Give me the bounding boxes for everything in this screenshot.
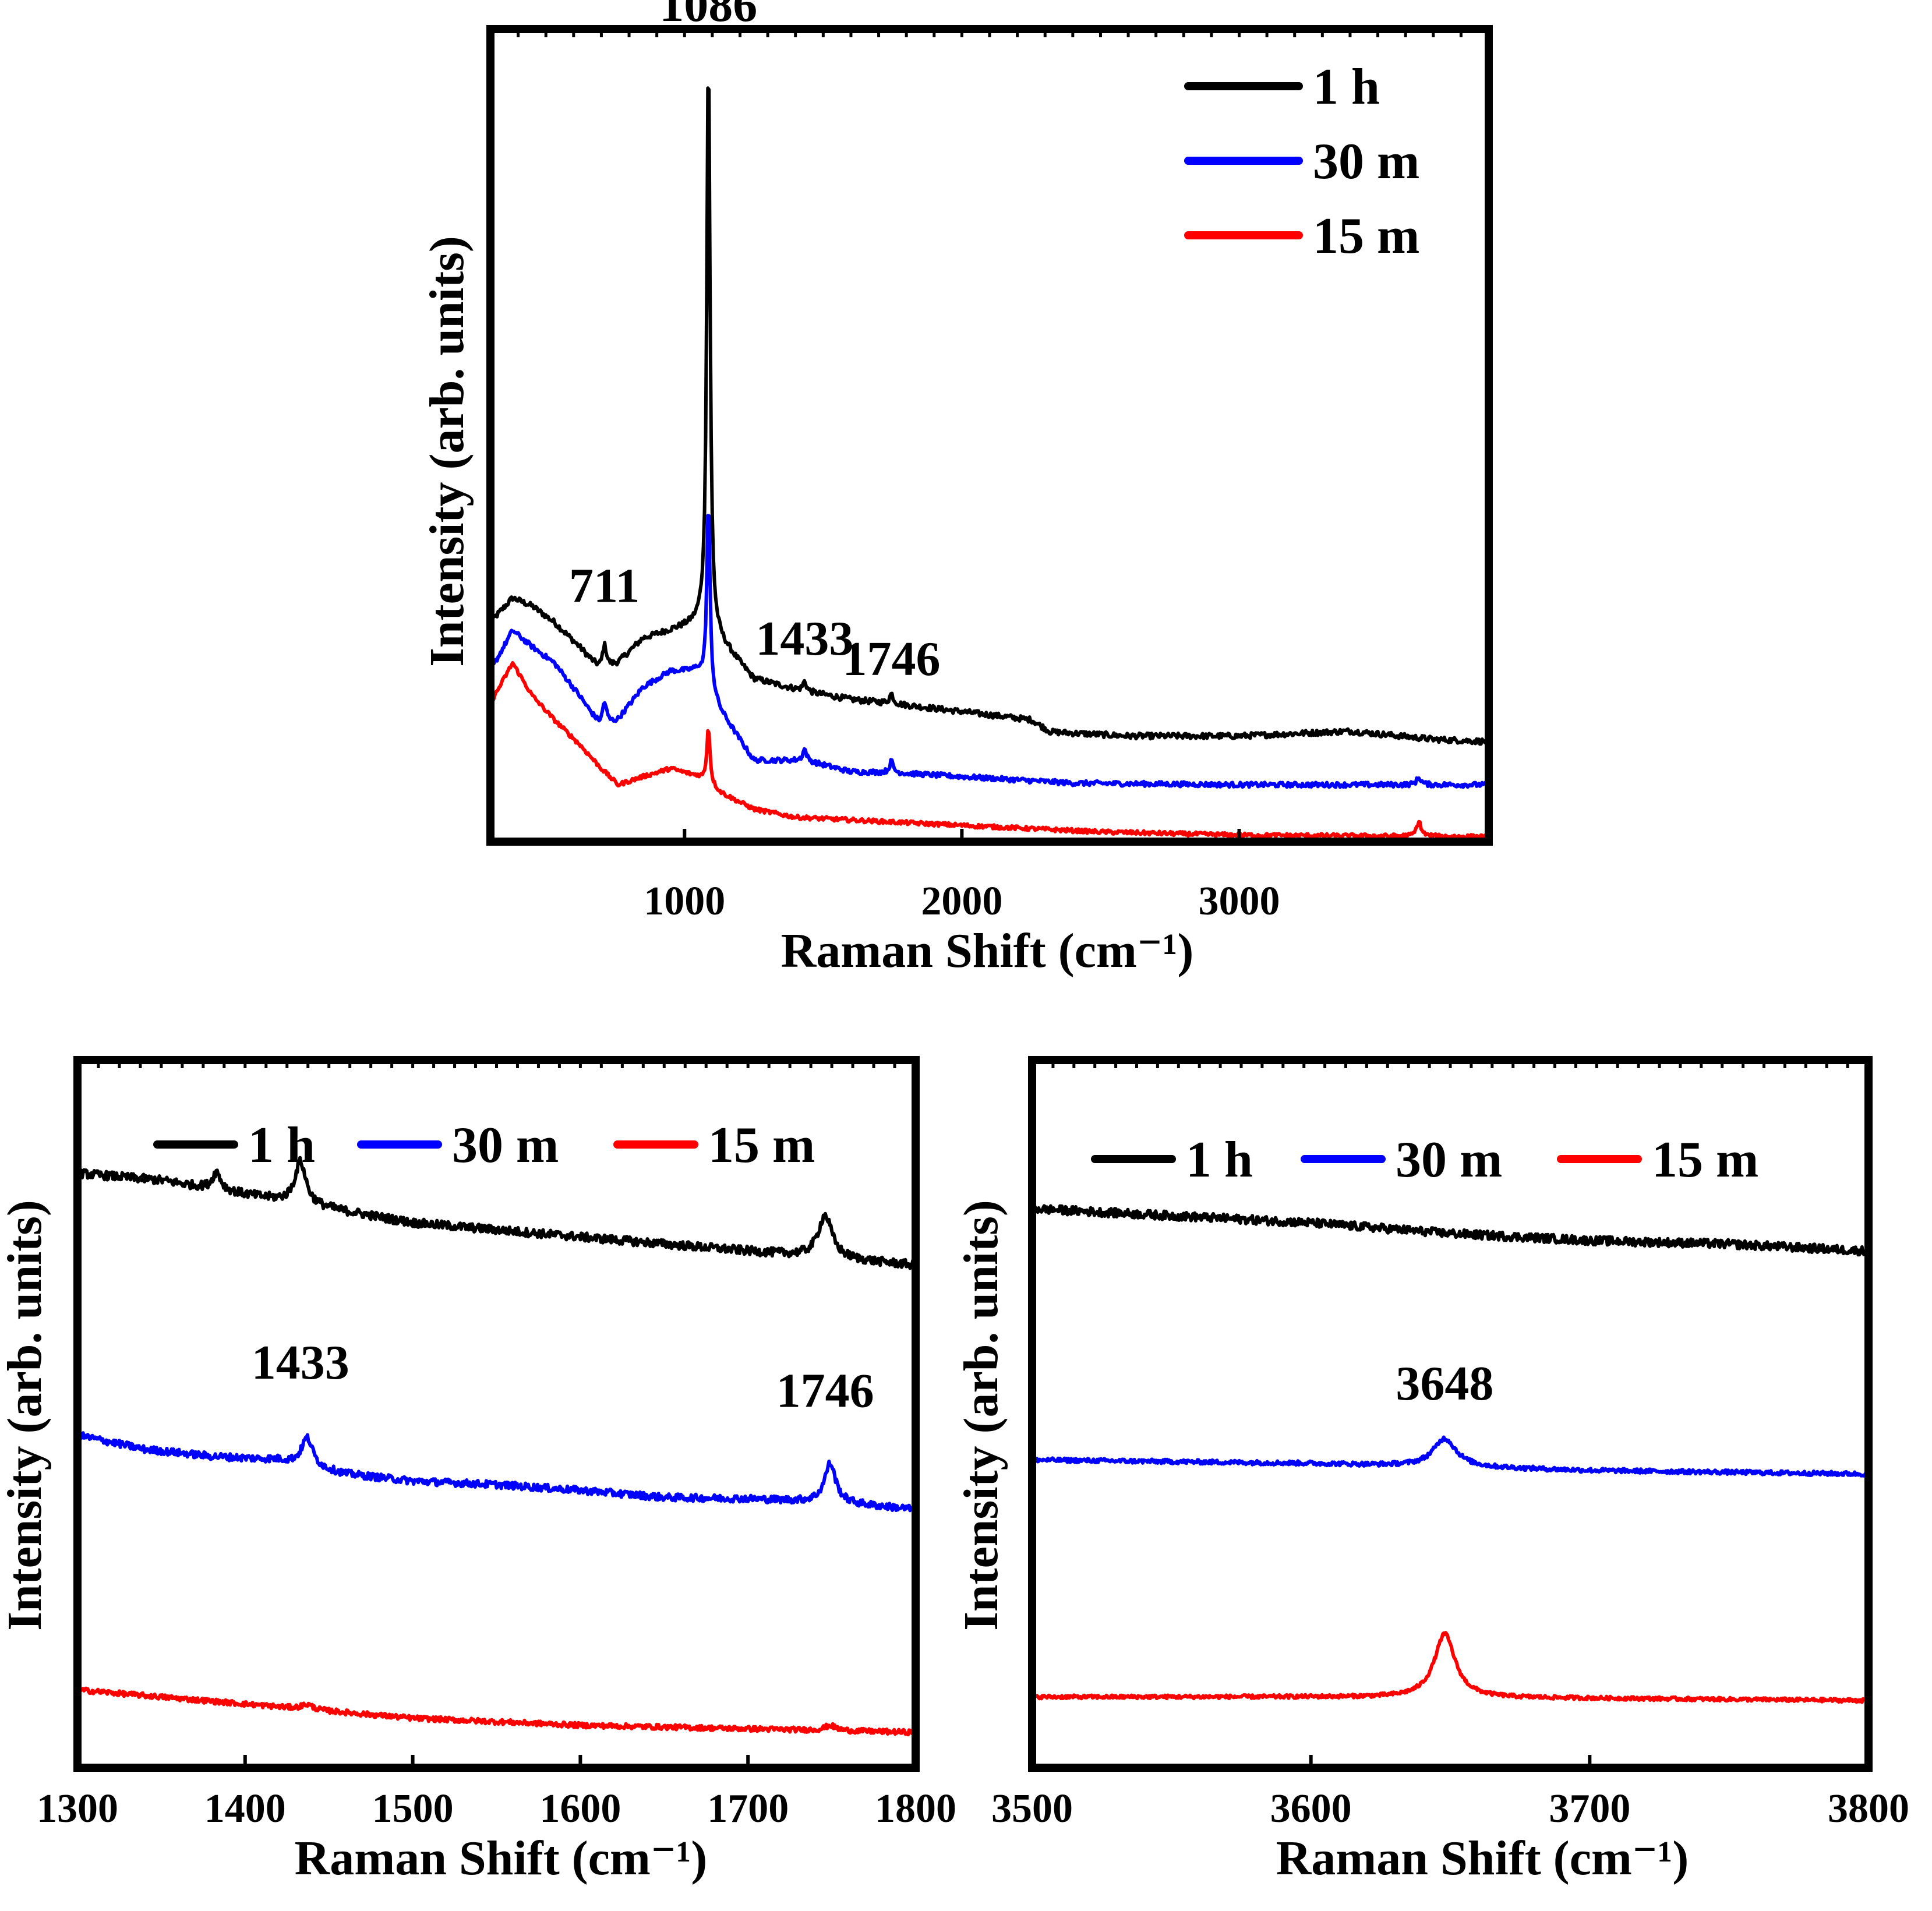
chart-panel-zoom-1300-1800: 1300 1400 1500 1600 1700 1800 Raman Shift (cm⁻…	[0, 1056, 956, 1885]
x-tick-label: 3800	[1828, 1786, 1909, 1831]
legend-label: 30 m	[1396, 1132, 1502, 1188]
x-tick-label: 3000	[1199, 879, 1280, 924]
x-tick-label: 1500	[372, 1786, 454, 1831]
legend-label: 1 h	[1313, 59, 1380, 115]
peak-annotation: 3648	[1396, 1357, 1493, 1411]
chart-panel-zoom-3500-3800: 3500 3600 3700 3800 Raman Shift (cm⁻¹) Intens…	[954, 1056, 1909, 1885]
series-line-1h	[1032, 1204, 1869, 1257]
series-line-15m	[490, 660, 1489, 840]
x-tick-label: 3600	[1270, 1786, 1352, 1831]
legend-label: 15 m	[708, 1117, 815, 1174]
legend: 1 h 30 m 15 m	[1091, 1132, 1758, 1188]
legend-label: 30 m	[1313, 133, 1419, 190]
x-tick-label: 3700	[1549, 1786, 1630, 1831]
y-axis-title: Intensity (arb. units)	[0, 1200, 52, 1631]
legend-label: 1 h	[248, 1117, 315, 1174]
x-tick-label: 1000	[644, 879, 725, 924]
x-axis-title: Raman Shift (cm⁻¹)	[295, 1831, 708, 1885]
y-axis-title: Intensity (arb. units)	[954, 1200, 1008, 1631]
series-line-1h	[490, 86, 1489, 746]
legend-label: 15 m	[1652, 1132, 1758, 1188]
x-tick-label: 3500	[991, 1786, 1073, 1831]
x-axis-title: Raman Shift (cm⁻¹)	[781, 924, 1194, 978]
peak-annotation: 1746	[776, 1364, 874, 1418]
y-axis-title: Intensity (arb. units)	[420, 236, 474, 667]
peak-annotation: 1433	[755, 612, 853, 666]
peak-annotation: 711	[569, 559, 640, 613]
legend: 1 h 30 m 15 m	[1184, 59, 1419, 264]
x-tick-label: 2000	[921, 879, 1002, 924]
x-tick-label: 1300	[37, 1786, 118, 1831]
peak-annotation: 1433	[252, 1336, 349, 1390]
legend-label: 15 m	[1313, 208, 1419, 264]
legend-label: 1 h	[1186, 1132, 1253, 1188]
series-line-30m	[77, 1431, 916, 1513]
series-line-15m	[77, 1686, 916, 1737]
series-line-1h	[77, 1156, 916, 1270]
x-tick-label: 1700	[707, 1786, 789, 1831]
series-line-15m	[1032, 1631, 1869, 1704]
x-tick-label: 1400	[204, 1786, 286, 1831]
peak-annotation: 1746	[842, 632, 940, 686]
x-axis-title: Raman Shift (cm⁻¹)	[1276, 1831, 1689, 1885]
legend-label: 30 m	[452, 1117, 559, 1174]
peak-annotation: 1086	[659, 0, 757, 32]
legend: 1 h 30 m 15 m	[153, 1117, 815, 1174]
series-line-30m	[1032, 1435, 1869, 1478]
x-tick-label: 1800	[875, 1786, 956, 1831]
x-tick-label: 1600	[539, 1786, 621, 1831]
series-line-30m	[490, 514, 1489, 789]
